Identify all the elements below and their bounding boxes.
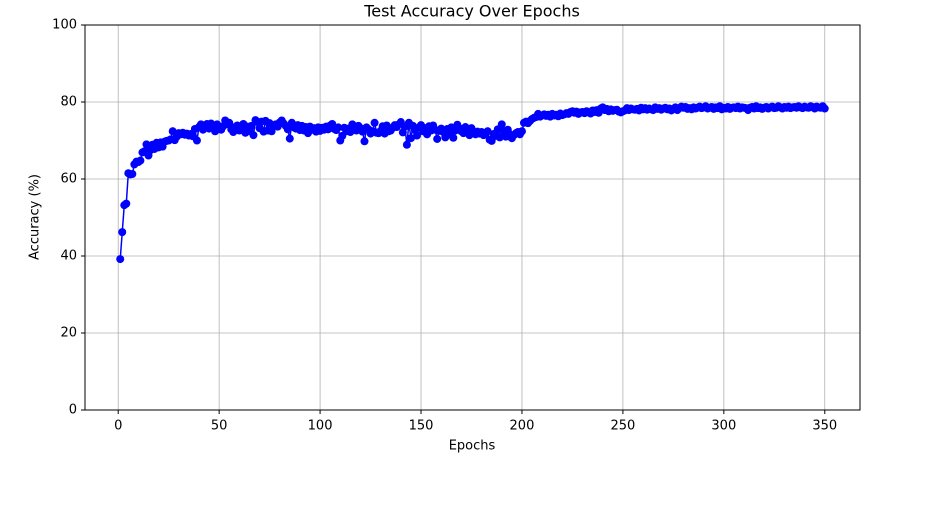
data-point <box>142 140 151 149</box>
y-tick-label: 40 <box>60 249 77 264</box>
data-point <box>118 228 127 237</box>
y-axis-label: Accuracy (%) <box>28 174 43 260</box>
data-point <box>285 134 294 143</box>
x-tick-label: 50 <box>211 419 228 434</box>
x-tick-label: 300 <box>711 419 736 434</box>
data-point <box>334 123 343 132</box>
data-point <box>247 121 256 130</box>
data-point <box>192 136 201 145</box>
data-point <box>820 104 829 113</box>
data-point <box>433 134 442 143</box>
x-tick-label: 0 <box>114 419 122 434</box>
data-point <box>483 127 492 136</box>
data-point <box>116 255 125 264</box>
y-tick-label: 20 <box>60 326 77 341</box>
data-point <box>225 118 234 127</box>
x-tick-label: 250 <box>610 419 635 434</box>
data-point <box>136 156 145 165</box>
data-point <box>370 118 379 127</box>
y-tick-label: 80 <box>60 95 77 110</box>
data-point <box>122 199 131 208</box>
plot-frame <box>84 24 861 411</box>
x-axis-label: Epochs <box>449 439 496 454</box>
chart-title: Test Accuracy Over Epochs <box>363 2 580 21</box>
data-point <box>360 137 369 146</box>
data-point <box>517 127 526 136</box>
x-tick-label: 350 <box>812 419 837 434</box>
x-tick-label: 150 <box>409 419 434 434</box>
x-tick-label: 200 <box>510 419 535 434</box>
data-point <box>497 120 506 129</box>
data-point <box>406 134 415 143</box>
data-point <box>495 133 504 142</box>
data-point <box>449 133 458 142</box>
data-point <box>128 169 137 178</box>
x-tick-label: 100 <box>308 419 333 434</box>
data-point <box>402 140 411 149</box>
data-point <box>249 131 258 140</box>
data-point <box>412 131 421 140</box>
y-tick-label: 100 <box>52 18 77 33</box>
data-point <box>283 125 292 134</box>
y-tick-label: 0 <box>69 403 77 418</box>
y-tick-label: 60 <box>60 172 77 187</box>
